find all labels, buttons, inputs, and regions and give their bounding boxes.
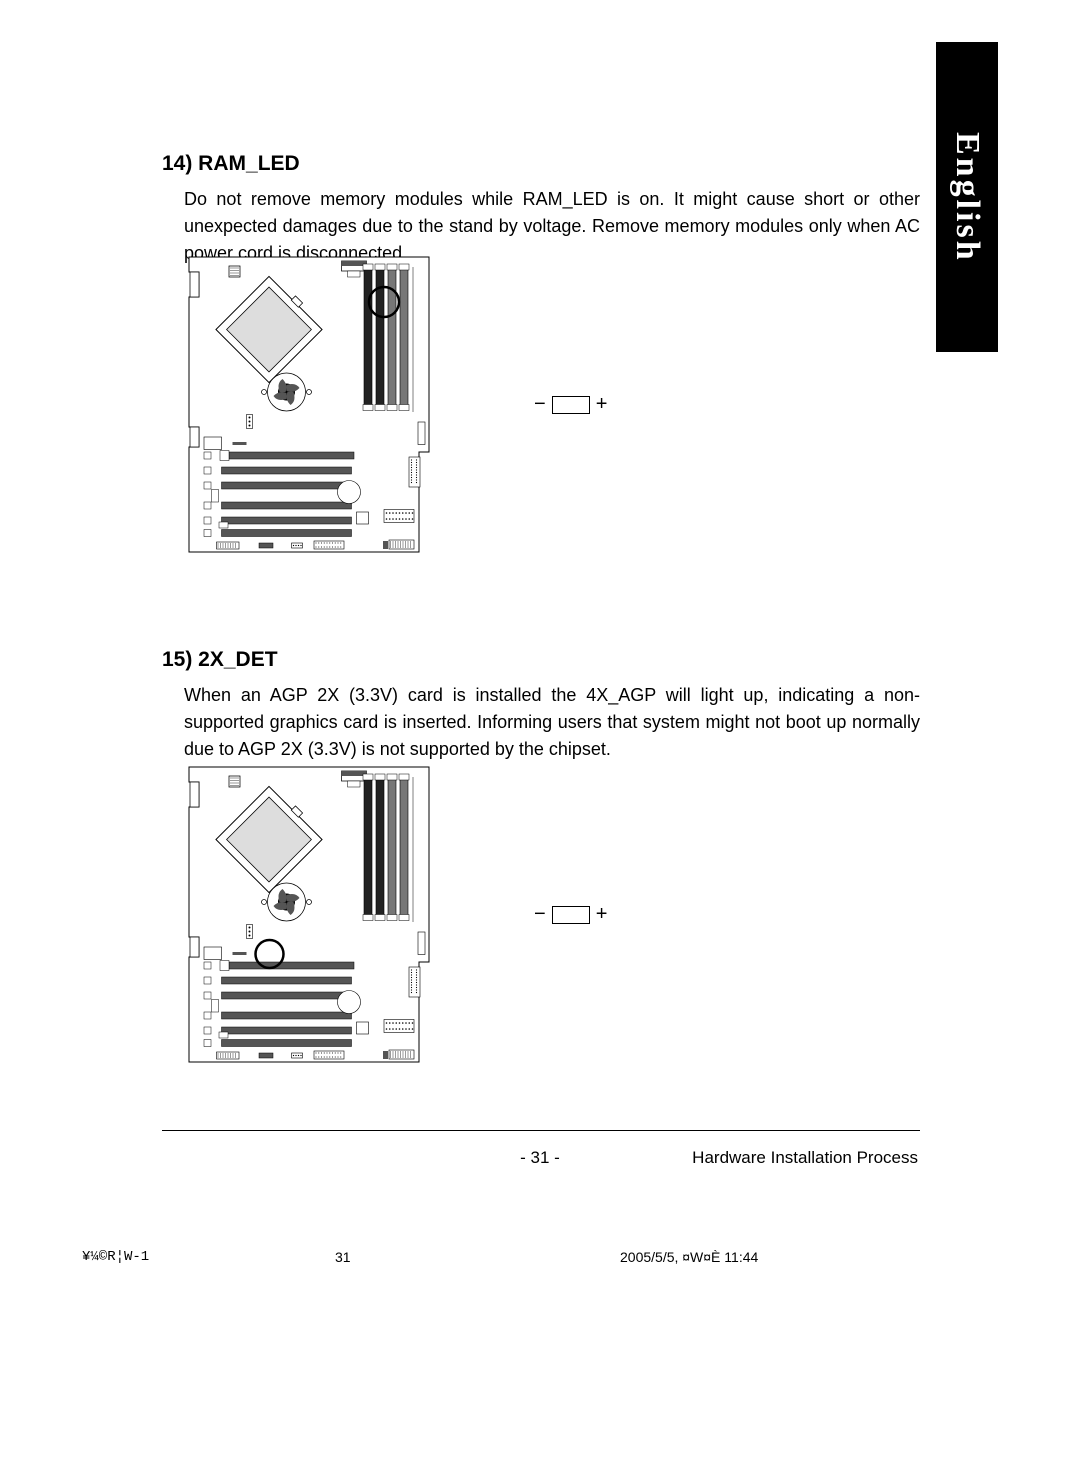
motherboard-diagram-ram-led — [184, 252, 434, 557]
section-heading: 14) RAM_LED — [162, 152, 920, 176]
figure-row-ram-led: − + — [184, 252, 920, 557]
led-minus: − — [534, 393, 546, 416]
motherboard-diagram-2x-det — [184, 762, 434, 1067]
footer-chapter: Hardware Installation Process — [692, 1148, 918, 1168]
led-plus: + — [596, 903, 608, 926]
footer-rule — [162, 1130, 920, 1131]
led-symbol: − + — [534, 393, 607, 416]
language-label: English — [948, 132, 986, 263]
led-box-icon — [552, 906, 590, 924]
language-tab: English — [936, 42, 998, 352]
meta-right: 2005/5/5, ¤W¤È 11:44 — [620, 1249, 758, 1265]
page-number: - 31 - — [0, 1148, 1080, 1168]
figure-row-2x-det: − + — [184, 762, 920, 1067]
section-2x-det: 15) 2X_DET When an AGP 2X (3.3V) card is… — [162, 648, 920, 763]
led-box-icon — [552, 396, 590, 414]
section-heading: 15) 2X_DET — [162, 648, 920, 672]
led-plus: + — [596, 393, 608, 416]
led-symbol: − + — [534, 903, 607, 926]
meta-center: 31 — [335, 1249, 351, 1265]
section-body: When an AGP 2X (3.3V) card is installed … — [184, 682, 920, 763]
section-ram-led: 14) RAM_LED Do not remove memory modules… — [162, 152, 920, 267]
led-minus: − — [534, 903, 546, 926]
meta-left: ¥¼©R¦W-1 — [82, 1249, 149, 1265]
